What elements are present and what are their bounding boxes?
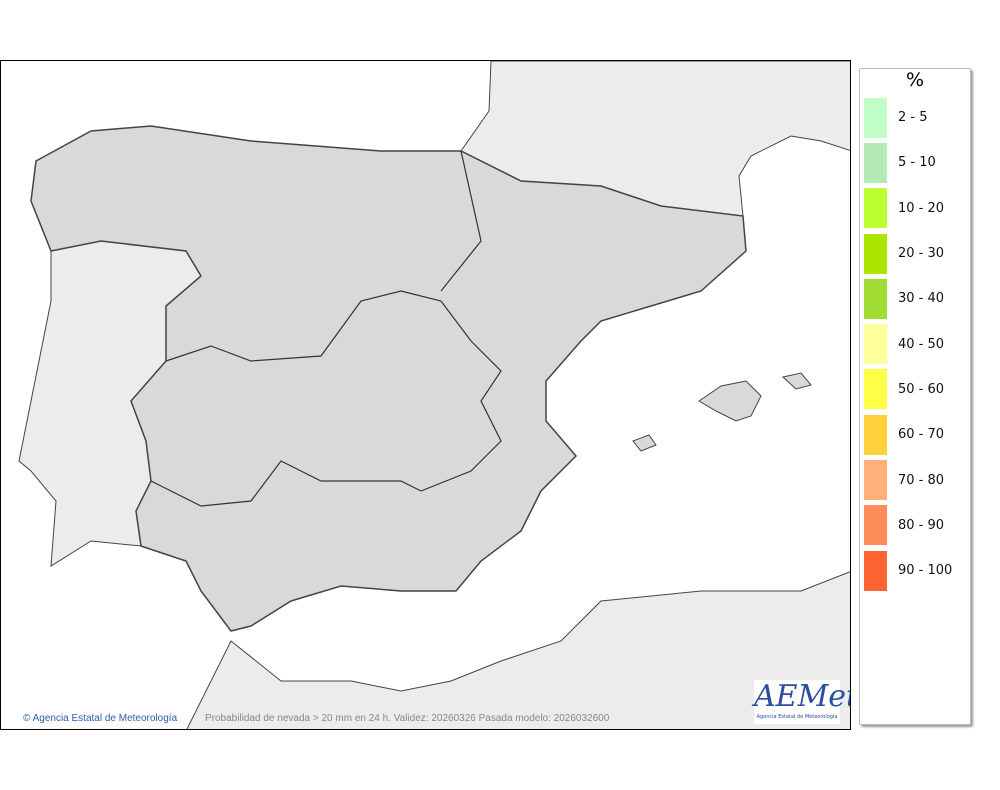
- legend-item: 90 - 100: [860, 548, 970, 593]
- legend-item: 10 - 20: [860, 186, 970, 231]
- legend-swatch: [864, 550, 887, 591]
- forecast-map: © Agencia Estatal de Meteorología Probab…: [0, 60, 851, 730]
- legend: % 2 - 5 5 - 10 10 - 20 20 - 30 30 - 40 40 - 5…: [859, 68, 971, 725]
- mallorca: [698, 380, 762, 422]
- region-borders-2: [440, 150, 482, 292]
- legend-unit: %: [905, 69, 925, 91]
- legend-label: 2 - 5: [898, 110, 928, 126]
- legend-item: 20 - 30: [860, 231, 970, 276]
- legend-item: 40 - 50: [860, 321, 970, 366]
- legend-item: 2 - 5: [860, 95, 970, 140]
- region-borders: [150, 290, 502, 507]
- legend-label: 90 - 100: [898, 563, 953, 579]
- legend-swatch: [864, 142, 887, 183]
- ibiza: [632, 434, 657, 452]
- legend-label: 70 - 80: [898, 472, 945, 488]
- legend-label: 60 - 70: [898, 427, 945, 443]
- legend-label: 30 - 40: [898, 291, 945, 307]
- map-caption: Probabilidad de nevada > 20 mm en 24 h. …: [205, 713, 610, 724]
- legend-item: 50 - 60: [860, 367, 970, 412]
- legend-item: 60 - 70: [860, 412, 970, 457]
- legend-label: 40 - 50: [898, 336, 945, 352]
- legend-label: 5 - 10: [898, 155, 936, 171]
- menorca: [781, 372, 812, 390]
- copyright-text: © Agencia Estatal de Meteorología: [23, 713, 178, 724]
- legend-label: 50 - 60: [898, 381, 945, 397]
- legend-item: 30 - 40: [860, 276, 970, 321]
- legend-item: 80 - 90: [860, 503, 970, 548]
- iberia-map-graphic: [18, 61, 850, 729]
- legend-label: 20 - 30: [898, 246, 945, 262]
- legend-swatch: [864, 97, 887, 138]
- legend-swatch: [864, 233, 887, 274]
- legend-swatch: [864, 278, 887, 319]
- legend-swatch: [864, 324, 887, 365]
- aemet-logo: AEMet Agencia Estatal de Meteorología: [754, 680, 850, 724]
- africa-land: [186, 571, 850, 729]
- legend-swatch: [864, 460, 887, 501]
- legend-swatch: [864, 188, 887, 229]
- legend-item: 70 - 80: [860, 457, 970, 502]
- legend-label: 80 - 90: [898, 517, 945, 533]
- legend-swatch: [864, 414, 887, 455]
- legend-swatch: [864, 369, 887, 410]
- legend-swatch: [864, 505, 887, 546]
- legend-label: 10 - 20: [898, 200, 945, 216]
- legend-item: 5 - 10: [860, 140, 970, 185]
